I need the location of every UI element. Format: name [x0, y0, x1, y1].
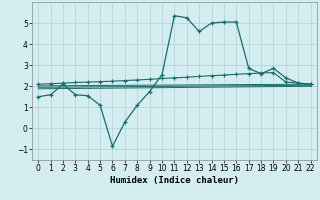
X-axis label: Humidex (Indice chaleur): Humidex (Indice chaleur)	[110, 176, 239, 185]
